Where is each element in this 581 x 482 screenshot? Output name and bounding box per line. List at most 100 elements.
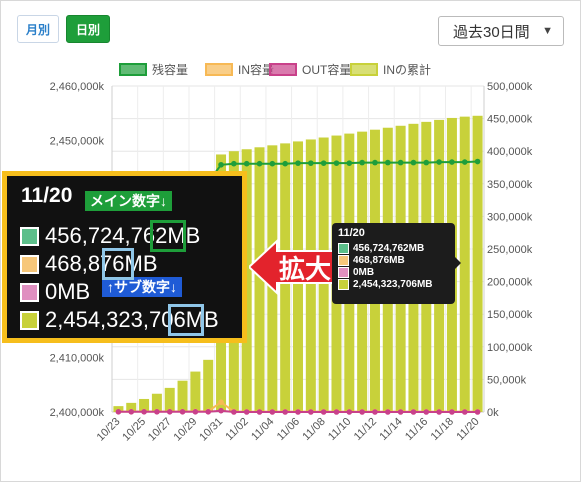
x-tick-label: 11/18 (429, 416, 456, 443)
bar-cumulative-in (126, 402, 137, 412)
series-point (346, 160, 353, 166)
x-tick-label: 10/25 (120, 416, 148, 444)
period-select-value: 過去30日間 (453, 23, 530, 41)
tooltip-row-remaining: 456,724,762MB (338, 242, 449, 254)
zoom-value-cumulative: 2,454,323,706MB (45, 307, 219, 332)
main-digit-highlight (150, 220, 186, 252)
period-select[interactable]: 過去30日間 ▼ (438, 16, 564, 46)
right-tick-label: 100,000k (487, 342, 533, 354)
x-tick-label: 11/16 (403, 416, 430, 443)
series-point (218, 407, 224, 414)
left-tick-label: 2,410,000k (50, 353, 105, 365)
series-point (218, 399, 224, 406)
x-tick-label: 10/23 (95, 416, 123, 444)
zoom-callout: 11/20 メイン数字↓ 456,724,762MB 468,876MB 0MB… (2, 171, 247, 343)
series-point (282, 160, 288, 167)
x-tick-label: 11/14 (377, 416, 404, 443)
series-point (359, 409, 365, 415)
right-tick-label: 150,000k (487, 309, 533, 321)
series-point (308, 409, 314, 415)
x-tick-label: 11/02 (223, 416, 250, 443)
series-point (320, 409, 327, 415)
series-point (115, 409, 122, 415)
bar-cumulative-in (190, 371, 201, 412)
series-point (333, 409, 340, 415)
series-point (384, 159, 391, 166)
tooltip-value: 0MB (353, 266, 375, 278)
legend-label: OUT容量 (302, 62, 351, 77)
series-point (436, 159, 442, 165)
series-point (461, 159, 468, 165)
tooltip-value: 456,724,762MB (353, 242, 425, 254)
series-point (128, 409, 135, 415)
series-point (449, 159, 455, 165)
zoom-row-out: 0MB (20, 279, 90, 305)
series-point (205, 409, 212, 415)
bar-cumulative-in (472, 115, 483, 412)
series-point (333, 160, 340, 166)
series-point (141, 409, 147, 415)
swatch-remaining (20, 226, 39, 246)
bar-cumulative-in (151, 393, 162, 412)
series-point (243, 160, 250, 167)
tooltip-row-in: 468,876MB (338, 254, 449, 266)
series-point (372, 409, 378, 415)
legend-swatch (119, 63, 147, 76)
sub-digit-highlight-in (102, 248, 134, 280)
right-tick-label: 0k (487, 407, 499, 419)
series-point (269, 160, 276, 167)
right-tick-label: 350,000k (487, 179, 533, 191)
x-tick-label: 11/20 (454, 416, 481, 443)
x-tick-label: 10/27 (146, 416, 174, 444)
series-point (179, 409, 186, 415)
zoom-row-in: 468,876MB (20, 251, 158, 277)
series-point (423, 409, 430, 415)
series-point (243, 409, 250, 415)
series-point (154, 409, 160, 415)
bar-cumulative-in (139, 398, 150, 412)
bar-cumulative-in (164, 387, 175, 412)
zoom-row-remaining: 456,724,762MB (20, 223, 200, 249)
series-point (410, 409, 417, 415)
right-tick-label: 500,000k (487, 81, 533, 93)
swatch-in (20, 254, 39, 274)
bar-cumulative-in (177, 380, 188, 412)
zoom-value-out: 0MB (45, 279, 91, 304)
tooltip-value: 2,454,323,706MB (353, 278, 433, 290)
series-point (397, 409, 404, 415)
tooltip-date: 11/20 (338, 227, 365, 239)
right-tick-label: 200,000k (487, 277, 533, 289)
zoom-value-remaining: 456,724,762MB (45, 223, 201, 248)
bar-cumulative-in (254, 147, 265, 412)
series-point (397, 159, 404, 166)
series-point (256, 160, 263, 167)
series-point (436, 409, 442, 415)
zoom-arrow-label: 拡大 (279, 254, 332, 284)
series-point (346, 409, 353, 415)
chart-tooltip: 11/20 456,724,762MB 468,876MB 0MB 2,454,… (332, 223, 461, 304)
right-tick-label: 300,000k (487, 211, 533, 223)
left-tick-label: 2,400,000k (50, 407, 105, 419)
sub-number-tag: ↑サブ数字↓ (102, 277, 182, 297)
left-tick-label: 2,460,000k (50, 81, 105, 93)
legend-label: IN容量 (238, 62, 274, 77)
series-point (256, 409, 263, 415)
series-point (372, 159, 378, 166)
series-point (474, 409, 481, 415)
legend-label: INの累計 (383, 62, 431, 77)
zoom-row-cumulative: 2,454,323,706MB (20, 307, 219, 333)
legend-label: 残容量 (152, 62, 188, 77)
series-point (449, 409, 455, 415)
monthly-button[interactable]: 月別 (17, 15, 59, 43)
x-tick-label: 11/04 (249, 416, 276, 443)
zoom-arrow: 拡大 (249, 239, 339, 295)
tooltip-caret (455, 257, 461, 269)
series-point (410, 159, 417, 166)
tooltip-swatch (338, 278, 349, 290)
zoom-value-in: 468,876MB (45, 251, 158, 276)
series-point (282, 409, 288, 415)
daily-button[interactable]: 日別 (66, 15, 110, 43)
x-tick-label: 11/12 (352, 416, 379, 443)
main-number-tag: メイン数字↓ (85, 191, 172, 211)
tooltip-value: 468,876MB (353, 254, 405, 266)
